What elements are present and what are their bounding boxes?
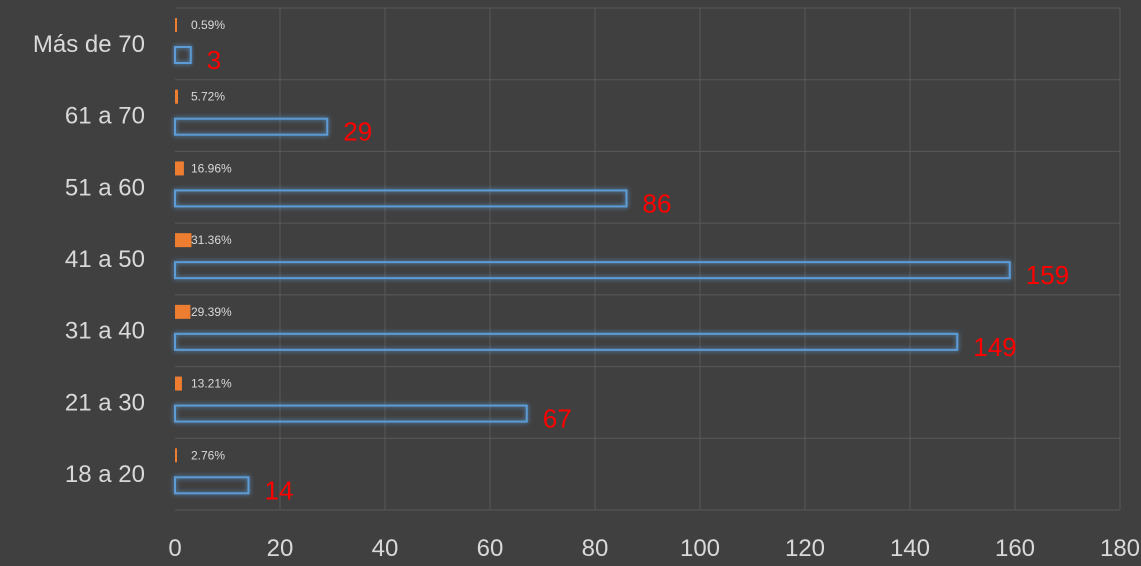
category-label: 41 a 50 xyxy=(65,246,145,273)
percentage-bar xyxy=(175,161,184,176)
category-label: 61 a 70 xyxy=(65,103,145,130)
bars xyxy=(174,18,1011,495)
x-tick-label: 80 xyxy=(582,535,609,562)
x-tick-label: 140 xyxy=(890,535,930,562)
category-label: Más de 70 xyxy=(33,31,145,58)
category-label: 51 a 60 xyxy=(65,174,145,201)
count-label: 67 xyxy=(543,404,572,434)
count-bar xyxy=(174,117,329,136)
percentage-bar xyxy=(175,233,192,248)
x-tick-label: 180 xyxy=(1100,535,1140,562)
percentage-label: 0.59% xyxy=(191,18,225,32)
count-bar xyxy=(174,261,1011,280)
count-label: 3 xyxy=(207,45,221,75)
count-bar xyxy=(174,332,959,351)
x-tick-label: 100 xyxy=(680,535,720,562)
percentage-label: 2.76% xyxy=(191,448,225,462)
category-labels: Más de 70 61 a 70 51 a 60 41 a 50 31 a 40 21 … xyxy=(33,31,145,488)
count-bar xyxy=(174,189,628,208)
count-label: 159 xyxy=(1026,260,1069,290)
percentage-bar xyxy=(175,18,177,32)
percentage-bar xyxy=(175,448,177,463)
data-labels: 0.59% 3 5.72% 29 16.96% 86 31.36% 159 29.39% 149 1… xyxy=(191,18,1069,505)
x-tick-label: 60 xyxy=(477,535,504,562)
percentage-bar xyxy=(175,304,191,319)
percentage-label: 16.96% xyxy=(191,161,232,175)
x-tick-label: 0 xyxy=(168,535,181,562)
grid-lines xyxy=(175,7,1121,511)
percentage-bar xyxy=(175,376,182,391)
category-label: 21 a 30 xyxy=(65,389,145,416)
count-bar xyxy=(174,476,250,495)
category-label: 31 a 40 xyxy=(65,318,145,345)
x-tick-label: 160 xyxy=(995,535,1035,562)
percentage-label: 13.21% xyxy=(191,377,232,391)
count-label: 29 xyxy=(343,117,372,147)
percentage-bar xyxy=(175,89,179,104)
count-bar xyxy=(174,46,192,64)
x-axis-tick-labels: 0 20 40 60 80 100 120 140 160 180 xyxy=(168,535,1140,562)
percentage-label: 31.36% xyxy=(191,233,232,247)
x-tick-label: 40 xyxy=(372,535,399,562)
x-tick-label: 120 xyxy=(785,535,825,562)
percentage-label: 5.72% xyxy=(191,90,225,104)
x-tick-label: 20 xyxy=(267,535,294,562)
count-label: 86 xyxy=(643,188,672,218)
category-label: 18 a 20 xyxy=(65,461,145,488)
count-bar xyxy=(174,404,528,423)
count-label: 14 xyxy=(265,475,294,505)
count-label: 149 xyxy=(973,332,1016,362)
percentage-label: 29.39% xyxy=(191,305,232,319)
